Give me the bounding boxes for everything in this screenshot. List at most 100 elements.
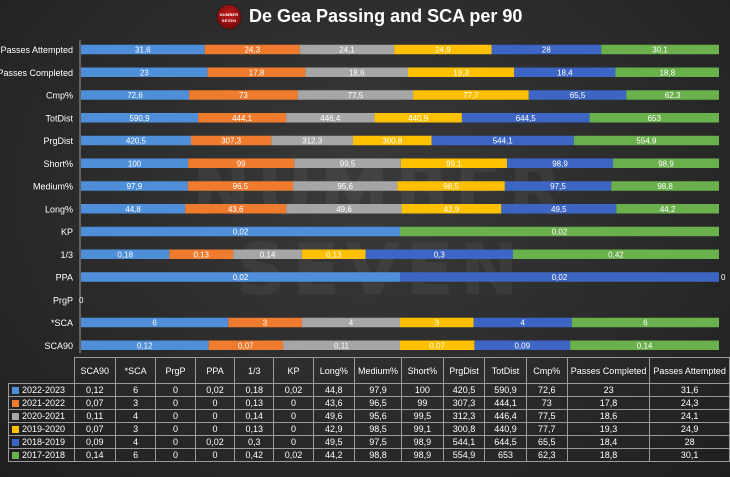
season-label-cell: 2019-2020 (8, 422, 75, 436)
table-cell: 98,9 (401, 435, 444, 449)
table-header-cell: TotDist (484, 357, 527, 384)
data-label: 44,2 (660, 205, 676, 214)
table-cell: 3 (115, 422, 157, 436)
legend-swatch (12, 413, 19, 421)
legend-swatch (12, 426, 19, 434)
table-cell: 6 (115, 383, 157, 397)
watermark-line-2: SEVEN (235, 229, 525, 311)
data-label: 6 (152, 319, 157, 328)
table-cell: 77,7 (525, 422, 568, 436)
data-label: 98,9 (552, 159, 568, 168)
data-label: 99 (237, 159, 246, 168)
table-cell: 98,9 (401, 448, 444, 462)
table-cell: 0,14 (234, 409, 275, 423)
table-cell: 0,07 (73, 422, 117, 436)
bar-segment (514, 67, 616, 77)
data-label: 18,8 (659, 68, 675, 77)
data-label: 99,5 (340, 159, 356, 168)
table-cell: 6 (115, 448, 157, 462)
legend-swatch (12, 387, 19, 395)
bar-segment (81, 317, 229, 328)
data-label: 4 (349, 319, 354, 328)
bar-segment (286, 113, 375, 123)
bar-segment (413, 90, 529, 100)
bar-segment (204, 44, 300, 55)
bar-segment (573, 135, 719, 146)
table-cell: 0,13 (234, 422, 275, 436)
table-cell: 0 (155, 383, 196, 397)
table-cell: 0,02 (194, 435, 236, 449)
data-label: 0,07 (238, 341, 254, 350)
bar-segment (400, 317, 474, 328)
data-label: 18,6 (349, 68, 365, 77)
data-label: 49,5 (551, 205, 567, 214)
bar-segment (613, 158, 719, 168)
table-cell: 0,02 (273, 448, 314, 462)
category-label: Passes Completed (0, 68, 73, 78)
bar-segment (228, 317, 302, 328)
table-header-cell: Passes Completed (566, 357, 651, 384)
table-header-cell: Cmp% (525, 357, 568, 384)
data-label: 6 (643, 319, 648, 328)
bar-segment (305, 67, 408, 77)
category-label: SCA90 (44, 341, 73, 351)
bar-segment (501, 204, 617, 214)
bar-segment (190, 135, 272, 146)
table-cell: 0 (273, 422, 314, 436)
bar-segment (208, 340, 284, 350)
bar-segment (293, 181, 398, 191)
table-cell: 420,5 (442, 383, 486, 397)
season-label: 2017-2018 (22, 450, 66, 460)
table-header-cell: Passes Attempted (649, 357, 730, 384)
table-cell: 0,02 (194, 383, 236, 397)
table-cell: 444,1 (484, 396, 527, 410)
table-cell: 0 (194, 409, 236, 423)
data-label: 0,13 (326, 250, 342, 259)
table-cell: 0 (155, 409, 196, 423)
zero-label: 0 (721, 273, 726, 282)
category-label: Medium% (33, 182, 73, 192)
data-label: 18,4 (557, 68, 573, 77)
data-label: 444,1 (232, 114, 253, 123)
season-label-cell: 2018-2019 (8, 435, 75, 449)
table-cell: 100 (401, 383, 444, 397)
bar-segment (397, 181, 505, 191)
table-header-row: SCA90 *SCA PrgP PPA 1/3 KP Long% Medium% Short% P… (9, 357, 730, 384)
table-cell: 544,1 (442, 435, 486, 449)
bar-segment (626, 90, 719, 100)
bar-segment (400, 340, 475, 350)
data-label: 44,8 (125, 205, 141, 214)
data-label: 0,14 (637, 341, 653, 350)
table-cell: 77,5 (525, 409, 568, 423)
bar-segment (81, 226, 400, 237)
data-label: 96,5 (233, 182, 249, 191)
data-label: 0,02 (552, 273, 568, 282)
bar-segment (81, 204, 186, 214)
table-cell: 18,4 (566, 435, 651, 449)
data-label: 0,09 (514, 341, 530, 350)
bar-segment (615, 67, 719, 77)
data-label: 24,1 (339, 46, 355, 55)
category-label: TotDist (45, 113, 73, 123)
table-header-cell: SCA90 (73, 357, 117, 384)
data-label: 98,9 (658, 159, 674, 168)
logo-text-line-1: NUMBER (219, 12, 239, 17)
table-cell: 590,9 (484, 383, 527, 397)
table-cell: 0 (194, 448, 236, 462)
category-label: Passes Attempted (0, 45, 73, 55)
data-label: 97,5 (550, 182, 566, 191)
data-label: 590,9 (130, 114, 151, 123)
data-label: 98,8 (657, 182, 673, 191)
bar-segment (473, 317, 572, 328)
bar-segment (81, 158, 189, 168)
table-cell: 99,1 (401, 422, 444, 436)
category-label: Long% (45, 204, 73, 214)
table-cell: 18,8 (566, 448, 651, 462)
season-label: 2022-2023 (22, 385, 66, 395)
data-label: 554,9 (636, 137, 657, 146)
category-label: PrgP (53, 295, 73, 305)
data-label: 24,9 (435, 46, 451, 55)
bar-segment (81, 272, 400, 282)
table-row: 2022-2023 0,12 6 0 0,02 0,18 0,02 44,8 97,9 100 42… (8, 383, 730, 397)
data-label: 0,42 (608, 250, 624, 259)
